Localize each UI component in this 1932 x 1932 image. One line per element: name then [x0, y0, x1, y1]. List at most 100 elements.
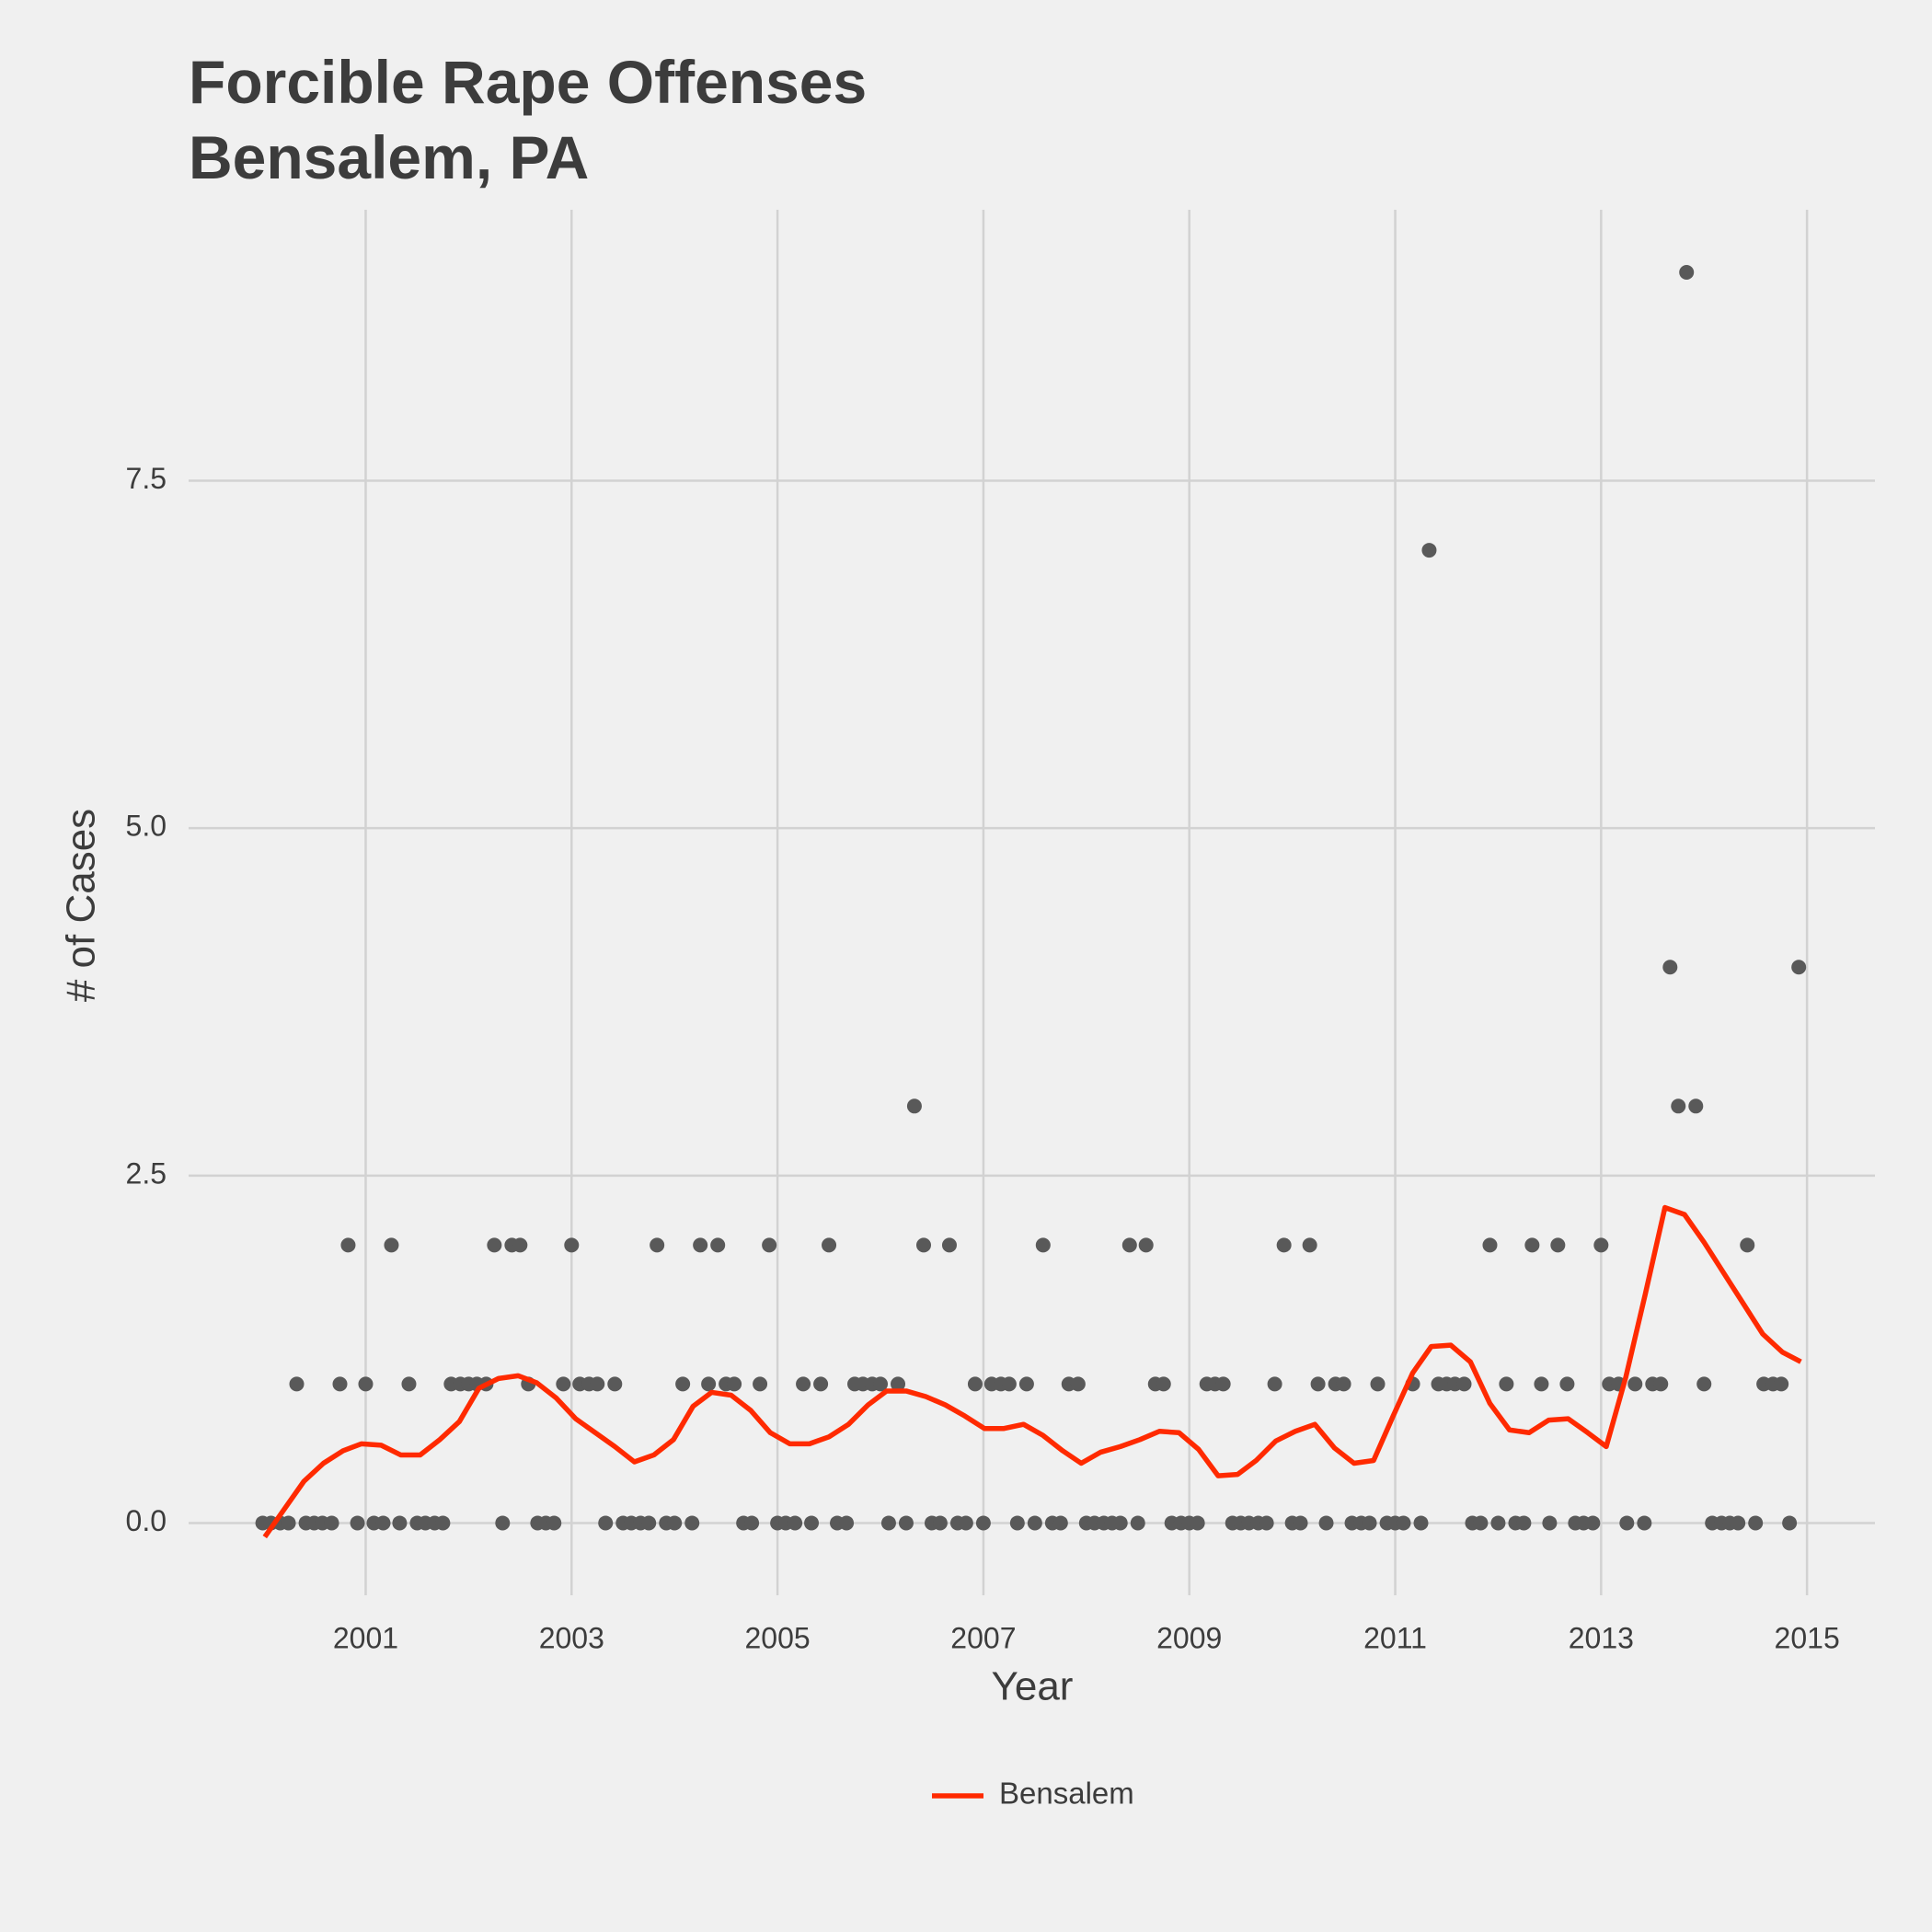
point — [1035, 1237, 1051, 1253]
x-axis-title: Year — [992, 1664, 1074, 1709]
point — [324, 1515, 339, 1531]
trend-line — [262, 1204, 1802, 1539]
point — [710, 1237, 726, 1253]
point — [358, 1376, 374, 1392]
point — [1671, 1098, 1686, 1114]
point — [804, 1515, 820, 1531]
point — [1534, 1376, 1549, 1392]
point — [788, 1515, 803, 1531]
point — [1156, 1376, 1171, 1392]
point — [1370, 1376, 1386, 1392]
y-tick-label: 7.5 — [126, 462, 167, 495]
point — [967, 1376, 983, 1392]
point — [839, 1515, 855, 1531]
point — [1499, 1376, 1514, 1392]
point — [675, 1376, 691, 1392]
point — [590, 1376, 605, 1392]
point — [1138, 1237, 1154, 1253]
point — [932, 1515, 948, 1531]
x-tick-label: 2011 — [1363, 1621, 1427, 1654]
point — [487, 1237, 502, 1253]
point — [1190, 1515, 1205, 1531]
point — [1362, 1515, 1377, 1531]
x-tick-label: 2007 — [950, 1621, 1016, 1654]
x-tick-label: 2001 — [333, 1621, 398, 1654]
point — [1653, 1376, 1669, 1392]
point — [641, 1515, 657, 1531]
point — [941, 1237, 957, 1253]
point — [1516, 1515, 1532, 1531]
point — [1413, 1515, 1429, 1531]
scatter-points — [255, 264, 1807, 1531]
point — [667, 1515, 683, 1531]
point — [1482, 1237, 1498, 1253]
point — [1550, 1237, 1566, 1253]
point — [1121, 1237, 1137, 1253]
point — [1310, 1376, 1326, 1392]
grid — [189, 210, 1875, 1595]
point — [891, 1376, 906, 1392]
point — [1336, 1376, 1351, 1392]
point — [1740, 1237, 1755, 1253]
point — [701, 1376, 717, 1392]
point — [1112, 1515, 1128, 1531]
point — [564, 1237, 580, 1253]
y-axis-title: # of Cases — [59, 809, 104, 1002]
point — [906, 1098, 922, 1114]
point — [1637, 1515, 1652, 1531]
chart-title: Forcible Rape Offenses — [189, 48, 867, 116]
point — [822, 1237, 837, 1253]
point — [495, 1515, 511, 1531]
point — [435, 1515, 451, 1531]
x-tick-label: 2013 — [1569, 1621, 1634, 1654]
point — [1748, 1515, 1764, 1531]
point — [1524, 1237, 1540, 1253]
point — [762, 1237, 777, 1253]
point — [693, 1237, 708, 1253]
point — [1267, 1376, 1282, 1392]
legend-label: Bensalem — [999, 1777, 1134, 1811]
point — [727, 1376, 742, 1392]
y-tick-label: 5.0 — [126, 810, 167, 843]
point — [1318, 1515, 1334, 1531]
point — [1473, 1515, 1489, 1531]
point — [1259, 1515, 1274, 1531]
point — [684, 1515, 700, 1531]
point — [1070, 1376, 1086, 1392]
point — [1456, 1376, 1472, 1392]
point — [880, 1515, 896, 1531]
x-tick-label: 2005 — [745, 1621, 811, 1654]
point — [1276, 1237, 1292, 1253]
point — [332, 1376, 348, 1392]
point — [340, 1237, 356, 1253]
point — [1009, 1515, 1025, 1531]
point — [1293, 1515, 1308, 1531]
point — [1696, 1376, 1712, 1392]
point — [958, 1515, 973, 1531]
x-tick-label: 2003 — [539, 1621, 604, 1654]
y-tick-label: 0.0 — [126, 1504, 167, 1537]
point — [1130, 1515, 1145, 1531]
point — [1627, 1376, 1643, 1392]
point — [1688, 1098, 1704, 1114]
point — [546, 1515, 562, 1531]
point — [281, 1515, 296, 1531]
point — [289, 1376, 305, 1392]
point — [384, 1237, 399, 1253]
point — [1774, 1376, 1789, 1392]
point — [401, 1376, 417, 1392]
point — [350, 1515, 365, 1531]
point — [1018, 1376, 1034, 1392]
point — [1559, 1376, 1575, 1392]
point — [898, 1515, 914, 1531]
point — [598, 1515, 614, 1531]
point — [744, 1515, 760, 1531]
point — [916, 1237, 931, 1253]
point — [873, 1376, 888, 1392]
point — [813, 1376, 829, 1392]
point — [1027, 1515, 1042, 1531]
point — [392, 1515, 408, 1531]
point — [753, 1376, 768, 1392]
